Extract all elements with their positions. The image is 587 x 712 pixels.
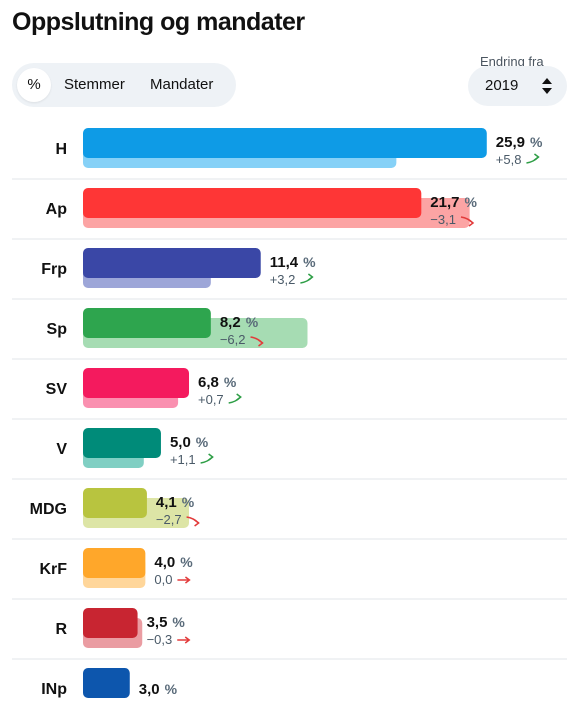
result-bar — [83, 188, 422, 218]
percent-unit: % — [465, 194, 478, 210]
party-label: H — [55, 141, 67, 158]
change-label: +0,7 — [198, 392, 224, 407]
party-label: SV — [46, 381, 68, 398]
result-bar — [83, 488, 147, 518]
percent-unit: % — [224, 374, 237, 390]
value-label: 25,9 — [496, 134, 525, 151]
party-label: R — [55, 621, 67, 638]
compare-year-select[interactable]: 2019 — [468, 66, 567, 106]
value-label: 4,1 — [156, 494, 177, 511]
change-arrow-head-icon — [194, 519, 200, 527]
change-arrow-head-icon — [184, 636, 191, 644]
value-label: 11,4 — [270, 254, 299, 271]
change-arrow-head-icon — [208, 453, 214, 461]
percent-unit: % — [180, 554, 193, 570]
value-label: 6,8 — [198, 374, 219, 391]
compare-label: Endring fra — [480, 54, 544, 69]
result-bar — [83, 428, 161, 458]
percent-unit: % — [182, 494, 195, 510]
value-label: 8,2 — [220, 314, 241, 331]
party-label: KrF — [39, 561, 67, 578]
toggle-seats[interactable]: Mandater — [150, 76, 214, 93]
percent-unit: % — [303, 254, 316, 270]
change-arrow-head-icon — [236, 393, 242, 401]
value-label: 3,5 — [147, 614, 168, 631]
result-bar — [83, 368, 190, 398]
percent-unit: % — [530, 134, 543, 150]
change-label: 0,0 — [154, 572, 172, 587]
change-label: −3,1 — [430, 212, 456, 227]
party-label: Frp — [41, 261, 67, 278]
value-label: 5,0 — [170, 434, 191, 451]
result-bar — [83, 548, 146, 578]
percent-unit: % — [196, 434, 209, 450]
change-arrow-head-icon — [534, 153, 540, 161]
compare-year-value: 2019 — [485, 77, 519, 94]
result-bar — [83, 668, 130, 698]
change-label: −0,3 — [147, 632, 173, 647]
change-label: −2,7 — [156, 512, 182, 527]
change-arrow-head-icon — [258, 339, 264, 347]
change-arrow-head-icon — [468, 219, 475, 227]
percent-unit: % — [246, 314, 259, 330]
page-title: Oppslutning og mandater — [12, 8, 305, 36]
change-label: −6,2 — [220, 332, 246, 347]
value-label: 3,0 — [139, 681, 160, 698]
sort-caret-icon — [542, 78, 552, 94]
party-label: V — [56, 441, 67, 458]
result-bar — [83, 608, 138, 638]
result-bar — [83, 308, 211, 338]
result-bar — [83, 248, 261, 278]
percent-unit: % — [172, 614, 185, 630]
party-label: MDG — [30, 501, 67, 518]
change-arrow-head-icon — [307, 273, 314, 281]
change-arrow-head-icon — [184, 576, 191, 584]
party-label: Ap — [46, 201, 68, 218]
toggle-percent[interactable]: % — [17, 68, 51, 102]
result-bar — [83, 128, 487, 158]
change-label: +3,2 — [270, 272, 296, 287]
percent-unit: % — [165, 681, 178, 697]
view-toggle: % Stemmer Mandater — [12, 63, 236, 107]
change-label: +5,8 — [496, 152, 522, 167]
toggle-votes[interactable]: Stemmer — [64, 76, 125, 93]
value-label: 21,7 — [430, 194, 459, 211]
value-label: 4,0 — [154, 554, 175, 571]
party-label: INp — [41, 681, 67, 698]
change-label: +1,1 — [170, 452, 196, 467]
party-label: Sp — [47, 321, 68, 338]
